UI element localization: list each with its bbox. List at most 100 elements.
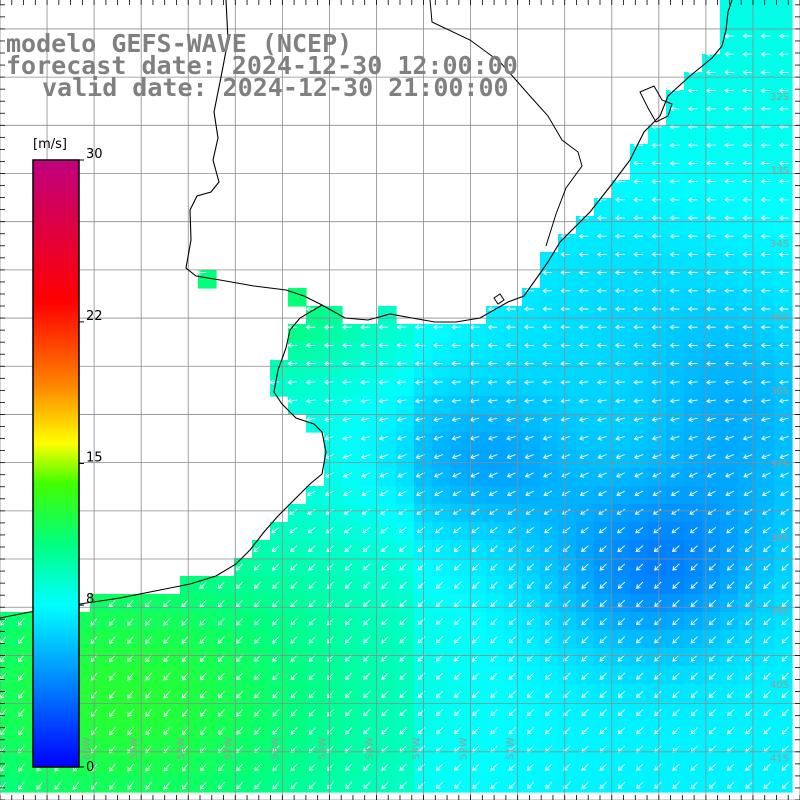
wind-arrow	[615, 416, 625, 423]
wind-speed-cell	[522, 594, 541, 613]
wind-speed-cell	[432, 414, 451, 433]
wind-speed-cell	[540, 378, 559, 397]
wind-arrow	[687, 270, 698, 276]
wind-arrow	[726, 563, 735, 571]
wind-speed-cell	[648, 306, 667, 325]
wind-speed-cell	[504, 612, 523, 631]
wind-arrow	[344, 563, 353, 571]
wind-arrow	[396, 416, 407, 423]
wind-arrow	[781, 599, 789, 608]
wind-arrow	[269, 288, 279, 294]
wind-arrow	[705, 361, 716, 367]
wind-speed-cell	[702, 504, 721, 523]
wind-speed-cell	[0, 756, 19, 775]
wind-arrow	[236, 654, 243, 663]
wind-speed-cell	[18, 630, 37, 649]
wind-speed-cell	[198, 594, 217, 613]
wind-arrow	[778, 416, 789, 423]
wind-speed-cell	[702, 180, 721, 199]
wind-speed-cell	[360, 450, 379, 469]
wind-speed-cell	[288, 342, 307, 361]
wind-arrow	[363, 599, 371, 608]
wind-arrow	[145, 654, 152, 663]
wind-arrow	[435, 563, 444, 571]
wind-arrow	[414, 361, 425, 367]
wind-speed-cell	[684, 756, 703, 775]
wind-arrow	[597, 454, 607, 460]
wind-speed-cell	[288, 774, 307, 793]
wind-speed-cell	[270, 666, 289, 685]
wind-arrow	[472, 654, 480, 662]
wind-arrow	[396, 398, 407, 404]
wind-speed-cell	[90, 648, 109, 667]
wind-arrow	[687, 197, 698, 203]
wind-speed-cell	[522, 738, 541, 757]
wind-speed-cell	[540, 396, 559, 415]
wind-speed-cell	[558, 234, 577, 253]
wind-speed-cell	[720, 702, 739, 721]
wind-speed-cell	[450, 558, 469, 577]
wind-speed-cell	[504, 558, 523, 577]
wind-arrow	[305, 324, 316, 330]
wind-arrow	[254, 690, 262, 699]
wind-arrow	[379, 454, 389, 460]
wind-speed-cell	[720, 162, 739, 181]
wind-arrow	[472, 727, 480, 735]
lon-label: 57W	[223, 737, 234, 760]
wind-speed-cell	[396, 486, 415, 505]
wind-speed-cell	[198, 648, 217, 667]
wind-speed-cell	[702, 594, 721, 613]
wind-speed-cell	[648, 162, 667, 181]
wind-arrow	[654, 672, 662, 680]
wind-speed-cell	[144, 774, 163, 793]
wind-speed-cell	[216, 612, 235, 631]
wind-arrow	[381, 581, 389, 589]
wind-arrow	[688, 435, 698, 441]
wind-speed-cell	[252, 612, 271, 631]
wind-arrow	[341, 324, 352, 330]
wind-speed-cell	[378, 450, 397, 469]
wind-speed-cell	[504, 360, 523, 379]
wind-speed-cell	[396, 558, 415, 577]
wind-arrow	[670, 472, 680, 478]
wind-arrow	[127, 672, 134, 681]
wind-speed-cell	[396, 360, 415, 379]
wind-speed-cell	[648, 180, 667, 199]
wind-speed-cell	[612, 414, 631, 433]
wind-speed-cell	[684, 414, 703, 433]
wind-speed-cell	[702, 774, 721, 793]
wind-speed-cell	[360, 684, 379, 703]
wind-arrow	[487, 361, 498, 367]
wind-speed-cell	[234, 558, 253, 577]
wind-speed-cell	[540, 288, 559, 307]
wind-speed-cell	[612, 486, 631, 505]
wind-arrow	[342, 472, 352, 478]
wind-arrow	[235, 599, 243, 608]
wind-speed-cell	[648, 216, 667, 235]
wind-speed-cell	[216, 666, 235, 685]
wind-arrow	[451, 342, 461, 348]
wind-arrow	[453, 599, 462, 608]
wind-arrow	[778, 398, 789, 404]
wind-arrow	[254, 763, 262, 772]
wind-speed-cell	[306, 306, 325, 325]
wind-speed-cell	[684, 612, 703, 631]
wind-arrow	[726, 581, 735, 589]
wind-arrow	[506, 435, 516, 441]
wind-arrow	[616, 490, 626, 497]
wind-speed-cell	[648, 594, 667, 613]
wind-arrow	[669, 270, 680, 276]
wind-speed-cell	[684, 558, 703, 577]
wind-arrow	[654, 727, 662, 735]
wind-speed-cell	[18, 648, 37, 667]
wind-arrow	[706, 435, 716, 441]
wind-speed-cell	[378, 468, 397, 487]
wind-arrow	[635, 563, 644, 571]
wind-speed-cell	[684, 162, 703, 181]
wind-speed-cell	[630, 450, 649, 469]
wind-speed-cell	[504, 450, 523, 469]
wind-arrow	[145, 618, 152, 626]
wind-arrow	[305, 416, 316, 423]
wind-arrow	[778, 233, 789, 239]
wind-arrow	[635, 690, 644, 699]
